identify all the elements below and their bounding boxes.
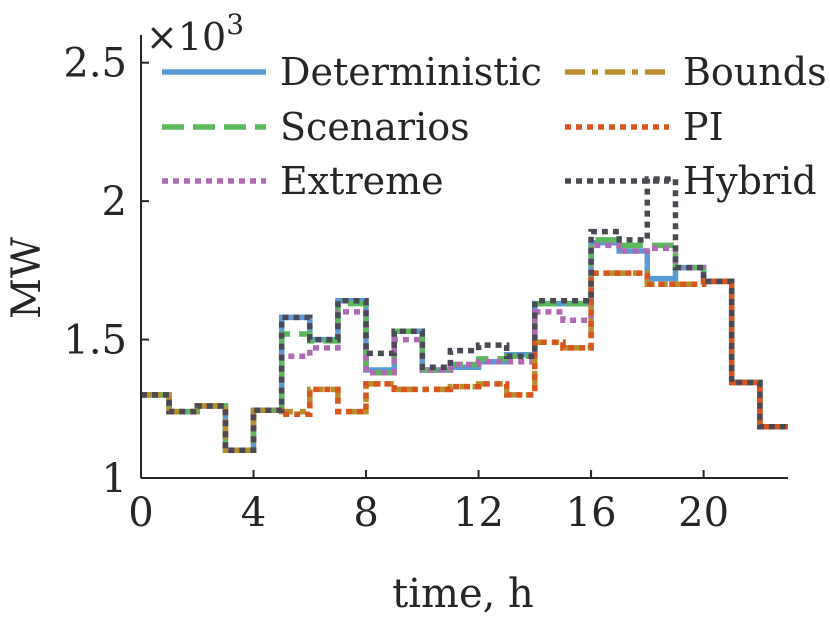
x-tick-label: 4 [241,490,266,536]
axes-layer [140,35,788,479]
x-tick-label: 12 [453,490,504,536]
series-line-hybrid [141,176,788,454]
x-tick-label: 20 [678,490,729,536]
ticks-layer: 0 4 8 12 16 20 1 1.5 2 2.5 [63,41,729,536]
y-axis-label: MW [4,237,50,319]
series-layer [141,176,788,454]
y-multiplier-exponent: 3 [226,8,244,41]
x-tick-label: 8 [353,490,378,536]
y-tick-label: 1.5 [63,318,127,364]
y-tick-label: 2.5 [63,41,127,87]
legend-label-hybrid: Hybrid [683,159,817,203]
x-axis-label: time, h [392,571,534,617]
legend-label-pi: PI [683,105,724,149]
legend-label-deterministic: Deterministic [280,50,542,94]
y-tick-label: 2 [102,179,127,225]
legend-label-scenarios: Scenarios [280,105,470,149]
x-tick-label: 16 [566,490,617,536]
x-tick-label: 0 [128,490,153,536]
legend: Deterministic Scenarios Extreme Bounds PI Hyb… [162,50,827,203]
y-multiplier-base: ×10 [146,15,226,59]
y-tick-label: 1 [102,456,127,502]
y-multiplier-label: ×103 [146,8,244,59]
legend-label-bounds: Bounds [683,50,827,94]
legend-label-extreme: Extreme [280,159,444,203]
